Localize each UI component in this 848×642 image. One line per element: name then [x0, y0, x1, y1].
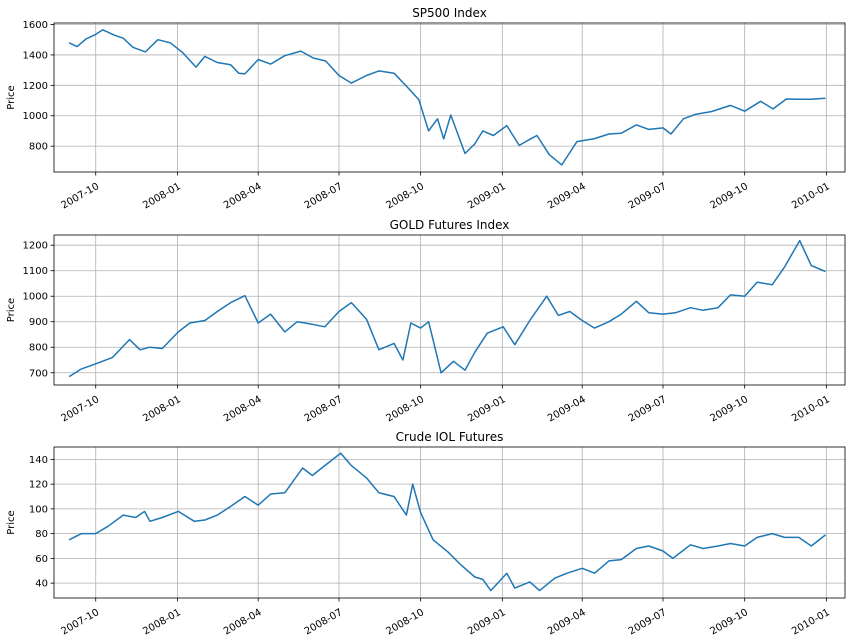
- series-line: [68, 239, 826, 378]
- y-tick-label: 1600: [23, 20, 48, 31]
- chart-title: Crude IOL Futures: [396, 430, 504, 444]
- y-tick-label: 120: [29, 480, 48, 491]
- y-axis-label: Price: [6, 510, 17, 534]
- y-tick-label: 700: [29, 368, 48, 379]
- chart-title: GOLD Futures Index: [390, 218, 510, 232]
- y-tick-label: 1200: [23, 241, 48, 252]
- y-tick-label: 40: [35, 579, 48, 590]
- y-tick-label: 140: [29, 455, 48, 466]
- y-axis-label: Price: [6, 85, 17, 109]
- y-tick-label: 1100: [23, 266, 48, 277]
- axes-frame: [53, 234, 846, 386]
- y-axis-label: Price: [6, 298, 17, 322]
- chart-title: SP500 Index: [412, 6, 487, 20]
- y-tick-label: 900: [29, 317, 48, 328]
- y-tick-label: 1200: [23, 81, 48, 92]
- y-tick-label: 100: [29, 504, 48, 515]
- y-tick-label: 60: [35, 554, 48, 565]
- series-line: [68, 452, 826, 592]
- y-tick-label: 1400: [23, 50, 48, 61]
- y-tick-label: 800: [29, 142, 48, 153]
- axes-frame: [53, 446, 846, 599]
- y-tick-label: 1000: [23, 292, 48, 303]
- axes-frame: [53, 22, 846, 173]
- y-tick-label: 800: [29, 343, 48, 354]
- y-tick-label: 1000: [23, 111, 48, 122]
- y-tick-label: 80: [35, 529, 48, 540]
- series-line: [68, 29, 826, 166]
